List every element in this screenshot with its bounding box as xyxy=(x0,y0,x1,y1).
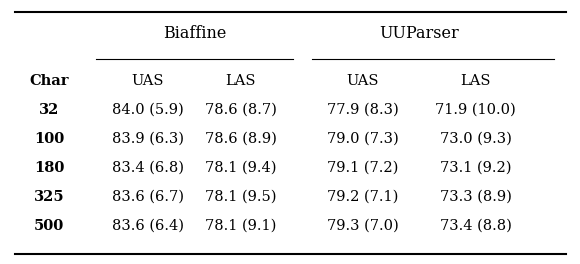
Text: 73.0 (9.3): 73.0 (9.3) xyxy=(440,131,512,146)
Text: 73.1 (9.2): 73.1 (9.2) xyxy=(440,161,512,175)
Text: UUParser: UUParser xyxy=(379,25,459,41)
Text: 78.6 (8.9): 78.6 (8.9) xyxy=(205,131,277,146)
Text: 73.4 (8.8): 73.4 (8.8) xyxy=(440,219,512,233)
Text: 79.2 (7.1): 79.2 (7.1) xyxy=(327,190,398,204)
Text: LAS: LAS xyxy=(226,73,256,88)
Text: 180: 180 xyxy=(34,161,64,175)
Text: Biaffine: Biaffine xyxy=(162,25,226,41)
Text: 500: 500 xyxy=(34,219,64,233)
Text: 100: 100 xyxy=(34,131,64,146)
Text: 77.9 (8.3): 77.9 (8.3) xyxy=(327,102,398,117)
Text: 83.6 (6.4): 83.6 (6.4) xyxy=(112,219,184,233)
Text: 325: 325 xyxy=(34,190,64,204)
Text: 73.3 (8.9): 73.3 (8.9) xyxy=(440,190,512,204)
Text: 32: 32 xyxy=(39,102,60,117)
Text: 78.1 (9.4): 78.1 (9.4) xyxy=(205,161,277,175)
Text: UAS: UAS xyxy=(132,73,164,88)
Text: 78.6 (8.7): 78.6 (8.7) xyxy=(205,102,277,117)
Text: 83.9 (6.3): 83.9 (6.3) xyxy=(112,131,184,146)
Text: LAS: LAS xyxy=(461,73,491,88)
Text: 78.1 (9.1): 78.1 (9.1) xyxy=(205,219,277,233)
Text: 78.1 (9.5): 78.1 (9.5) xyxy=(205,190,277,204)
Text: Char: Char xyxy=(30,73,69,88)
Text: 83.4 (6.8): 83.4 (6.8) xyxy=(112,161,184,175)
Text: 79.3 (7.0): 79.3 (7.0) xyxy=(327,219,398,233)
Text: 71.9 (10.0): 71.9 (10.0) xyxy=(435,102,516,117)
Text: 84.0 (5.9): 84.0 (5.9) xyxy=(112,102,184,117)
Text: 83.6 (6.7): 83.6 (6.7) xyxy=(112,190,184,204)
Text: 79.0 (7.3): 79.0 (7.3) xyxy=(327,131,398,146)
Text: 79.1 (7.2): 79.1 (7.2) xyxy=(327,161,398,175)
Text: UAS: UAS xyxy=(346,73,379,88)
